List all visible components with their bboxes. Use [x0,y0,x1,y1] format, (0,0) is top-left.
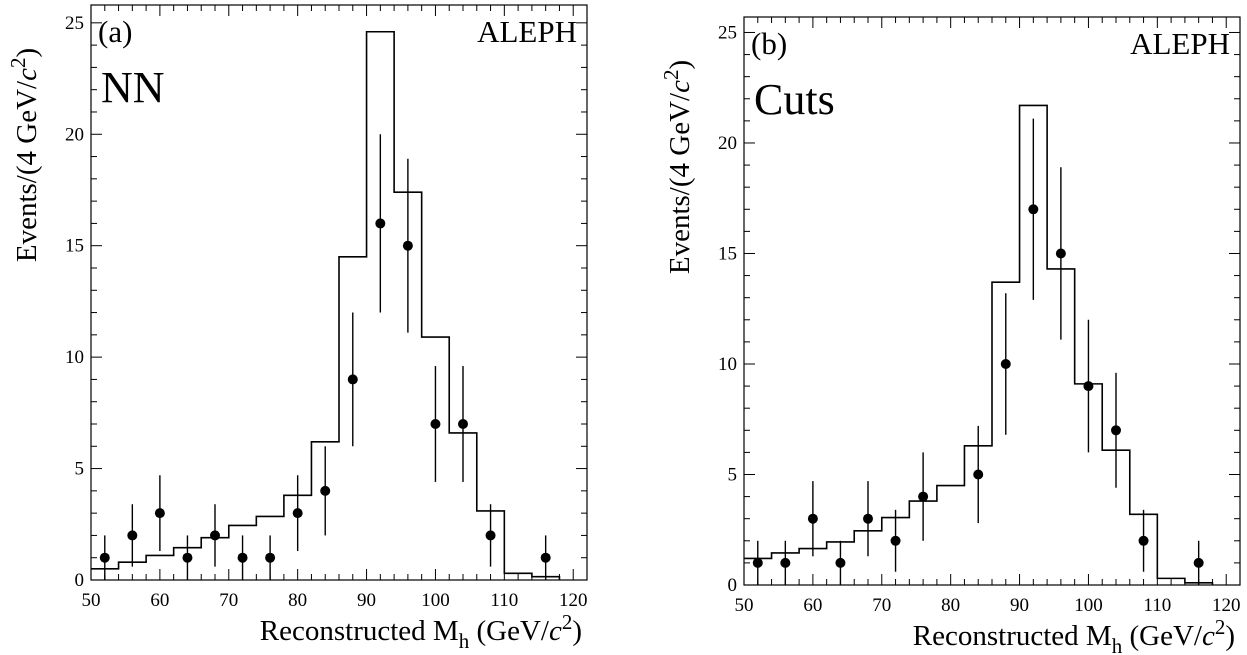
y-tick-label: 25 [718,22,737,43]
x-tick-label: 120 [559,590,588,611]
data-point [752,557,763,568]
data-point [265,552,276,563]
data-point [99,552,110,563]
x-tick-label: 70 [219,590,238,611]
data-point [347,374,358,385]
y-axis-title-part: Events/(4 GeV/ [11,80,43,262]
x-axis-title-part: ) [1225,620,1235,652]
y-tick-label: 20 [718,133,737,154]
data-point [807,513,818,524]
y-axis-title-italic: c [11,68,43,81]
data-point [1055,248,1066,259]
panel-label: (b) [751,26,787,61]
method-label: NN [101,63,165,112]
experiment-label: ALEPH [477,14,577,49]
data-point [540,552,551,563]
x-tick-label: 100 [1074,595,1103,616]
x-axis-title: Reconstructed Mh (GeV/c2) [260,610,582,653]
y-axis-title: Events/(4 GeV/c2) [6,48,43,262]
y-axis-title-italic: c [664,80,696,93]
data-point [320,485,331,496]
data-point [1111,425,1121,436]
x-axis-title-subscript: h [1112,634,1123,655]
x-tick-label: 70 [872,595,891,616]
data-point [1083,381,1094,392]
y-tick-label: 10 [65,347,84,368]
data-point [292,508,303,519]
x-tick-label: 80 [941,595,960,616]
data-point [1000,358,1011,369]
panel-label: (a) [98,14,132,49]
x-tick-label: 120 [1212,595,1241,616]
x-tick-label: 60 [150,590,169,611]
data-point [430,418,441,429]
y-axis-title-part: ) [664,60,696,70]
x-tick-label: 50 [735,595,754,616]
chart-panel-b: 50 60 70 80 90 100 110 120 0 5 10 15 20 25 (b) ALEPH Cut… [659,16,1241,655]
data-point [1193,557,1204,568]
data-point [918,491,929,502]
data-point [973,469,984,480]
y-tick-label: 0 [75,570,85,591]
x-tick-label: 80 [288,590,307,611]
x-tick-label: 110 [490,590,518,611]
data-point [890,535,901,546]
y-tick-label: 15 [65,236,84,257]
chart-panel-a: 50 60 70 80 90 100 110 120 0 5 10 15 20 25 (a) ALEPH NN R… [6,4,588,653]
x-axis-title-part: (GeV/ [469,615,550,647]
data-point [1138,535,1149,546]
x-axis-title-italic: c [1202,620,1215,652]
x-tick-label: 90 [357,590,376,611]
y-tick-label: 5 [75,459,85,480]
x-axis-title-italic: c [549,615,562,647]
y-tick-label: 20 [65,124,84,145]
data-point [402,240,413,251]
data-point [182,552,193,563]
y-axis-title-part: Events/(4 GeV/ [664,92,696,274]
data-point [485,530,496,541]
y-tick-label: 5 [728,464,738,485]
x-axis-title: Reconstructed Mh (GeV/c2) [913,615,1235,655]
x-axis-title-part: Reconstructed M [260,615,459,647]
y-axis-title: Events/(4 GeV/c2) [659,60,696,274]
x-axis-title-superscript: 2 [1215,615,1226,639]
x-axis-title-part: ) [572,615,582,647]
data-point [375,218,386,229]
experiment-label: ALEPH [1130,26,1230,61]
y-tick-label: 25 [65,13,84,34]
data-point [835,557,846,568]
data-point [780,557,791,568]
method-label: Cuts [754,75,835,124]
data-point [210,530,220,541]
histogram-step-line [744,104,1214,585]
x-tick-label: 60 [803,595,822,616]
x-tick-label: 50 [82,590,101,611]
y-tick-label: 0 [728,575,738,596]
y-axis-title-superscript: 2 [659,70,683,81]
y-axis-title-superscript: 2 [6,58,30,69]
histogram-step-line [91,30,561,580]
x-tick-label: 110 [1143,595,1171,616]
data-point [154,508,165,519]
y-tick-label: 10 [718,354,737,375]
x-axis-title-part: Reconstructed M [913,620,1112,652]
data-point [237,552,248,563]
y-axis-title-part: ) [11,48,43,58]
x-axis-title-part: (GeV/ [1122,620,1203,652]
data-point [127,530,138,541]
x-axis-title-superscript: 2 [562,610,573,634]
data-point [1028,204,1039,215]
x-tick-label: 90 [1010,595,1029,616]
data-point [863,513,873,524]
y-tick-label: 15 [718,243,737,264]
x-tick-label: 100 [421,590,450,611]
x-axis-title-subscript: h [459,629,470,653]
data-point [458,418,468,429]
